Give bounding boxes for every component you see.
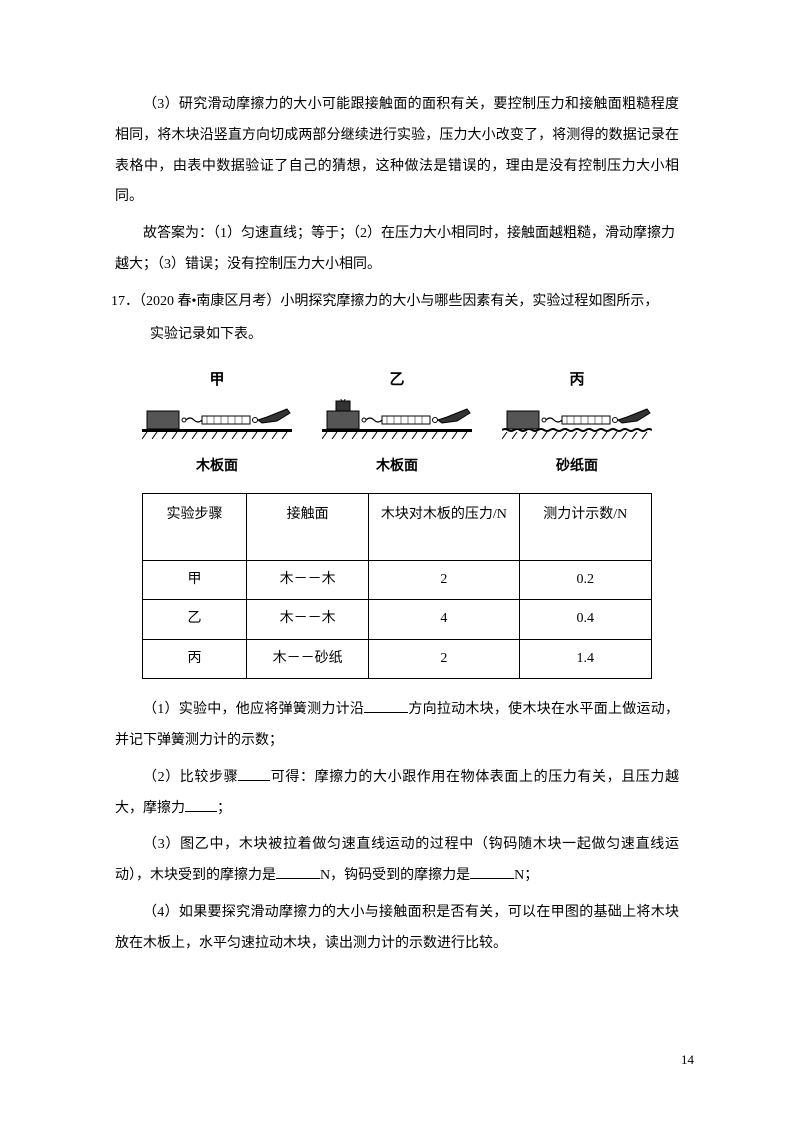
- page-number: 14: [681, 1046, 694, 1075]
- question-17-header: 17．（2020 春•南康区月考）小明探究摩擦力的大小与哪些因素有关，实验过程如…: [111, 287, 679, 318]
- table-cell: 2: [369, 560, 519, 599]
- table-cell: 木－－木: [247, 600, 369, 639]
- table-header: 接触面: [247, 493, 369, 560]
- figure-jia-label-top: 甲: [142, 364, 292, 397]
- figure-jia: 甲: [142, 364, 292, 483]
- table-row: 丙 木－－砂纸 2 1.4: [143, 639, 652, 678]
- sub-question-2: （2）比较步骤可得：摩擦力的大小跟作用在物体表面上的压力有关，且压力越大，摩擦力…: [115, 763, 679, 825]
- data-table: 实验步骤 接触面 木块对木板的压力/N 测力计示数/N 甲 木－－木 2 0.2…: [142, 493, 652, 679]
- table-row: 乙 木－－木 4 0.4: [143, 600, 652, 639]
- table-cell: 木－－砂纸: [247, 639, 369, 678]
- figure-yi-svg: [322, 399, 472, 439]
- sub-question-3: （3）图乙中，木块被拉着做匀速直线运动的过程中（钩码随木块一起做匀速直线运动），…: [115, 830, 679, 892]
- table-header: 实验步骤: [143, 493, 247, 560]
- table-header: 测力计示数/N: [519, 493, 651, 560]
- question-17-intro: 实验记录如下表。: [115, 320, 679, 351]
- blank-input[interactable]: [238, 764, 270, 780]
- paragraph-3: （3）研究滑动摩擦力的大小可能跟接触面的面积有关，要控制压力和接触面粗糙程度相同…: [115, 90, 679, 213]
- figure-bing-svg: [502, 399, 652, 439]
- figure-yi-label-bottom: 木板面: [322, 452, 472, 483]
- text-fragment: 摩擦力: [143, 801, 185, 816]
- text-fragment: N，钩码受到的摩擦力是: [320, 868, 470, 883]
- figure-yi: 乙: [322, 364, 472, 483]
- text-fragment: 方向拉动木块，使木块在水平面上做: [408, 702, 636, 717]
- table-cell: 乙: [143, 600, 247, 639]
- sub-question-1: （1）实验中，他应将弹簧测力计沿方向拉动木块，使木块在水平面上做运动，并记下弹簧…: [115, 695, 679, 757]
- figure-bing: 丙: [502, 364, 652, 483]
- table-cell: 1.4: [519, 639, 651, 678]
- figure-yi-label-top: 乙: [322, 364, 472, 397]
- sub-question-4: （4）如果要探究滑动摩擦力的大小与接触面积是否有关，可以在甲图的基础上将木块放在…: [115, 898, 679, 960]
- figure-bing-label-top: 丙: [502, 364, 652, 397]
- blank-input[interactable]: [185, 795, 217, 811]
- table-row: 甲 木－－木 2 0.2: [143, 560, 652, 599]
- table-cell: 0.4: [519, 600, 651, 639]
- table-header-row: 实验步骤 接触面 木块对木板的压力/N 测力计示数/N: [143, 493, 652, 560]
- blank-input[interactable]: [364, 697, 408, 713]
- table-cell: 甲: [143, 560, 247, 599]
- figure-jia-svg: [142, 399, 292, 439]
- text-fragment: （2）比较步骤: [143, 770, 238, 785]
- table-cell: 丙: [143, 639, 247, 678]
- table-header: 木块对木板的压力/N: [369, 493, 519, 560]
- text-fragment: （1）实验中，他应将弹簧测力计沿: [143, 702, 364, 717]
- text-fragment: 木块受到的摩擦力是: [150, 868, 276, 883]
- figure-row: 甲: [115, 364, 679, 483]
- table-cell: 4: [369, 600, 519, 639]
- blank-input[interactable]: [470, 863, 514, 879]
- answer-summary: 故答案为：（1）匀速直线；等于；（2）在压力大小相同时，接触面越粗糙，滑动摩擦力…: [115, 219, 679, 281]
- text-fragment: ；: [217, 801, 231, 816]
- figure-jia-label-bottom: 木板面: [142, 452, 292, 483]
- blank-input[interactable]: [276, 863, 320, 879]
- table-cell: 0.2: [519, 560, 651, 599]
- figure-bing-label-bottom: 砂纸面: [502, 452, 652, 483]
- text-fragment: （4）如果要探究滑动摩擦力的大小与接触面积是否有关，可以在甲图的基础上将木块: [143, 905, 679, 920]
- text-fragment: 放在木板上，水平匀速拉动木块，读出测力计的示数进行比较。: [115, 936, 507, 951]
- table-cell: 木－－木: [247, 560, 369, 599]
- text-fragment: N；: [514, 868, 538, 883]
- table-cell: 2: [369, 639, 519, 678]
